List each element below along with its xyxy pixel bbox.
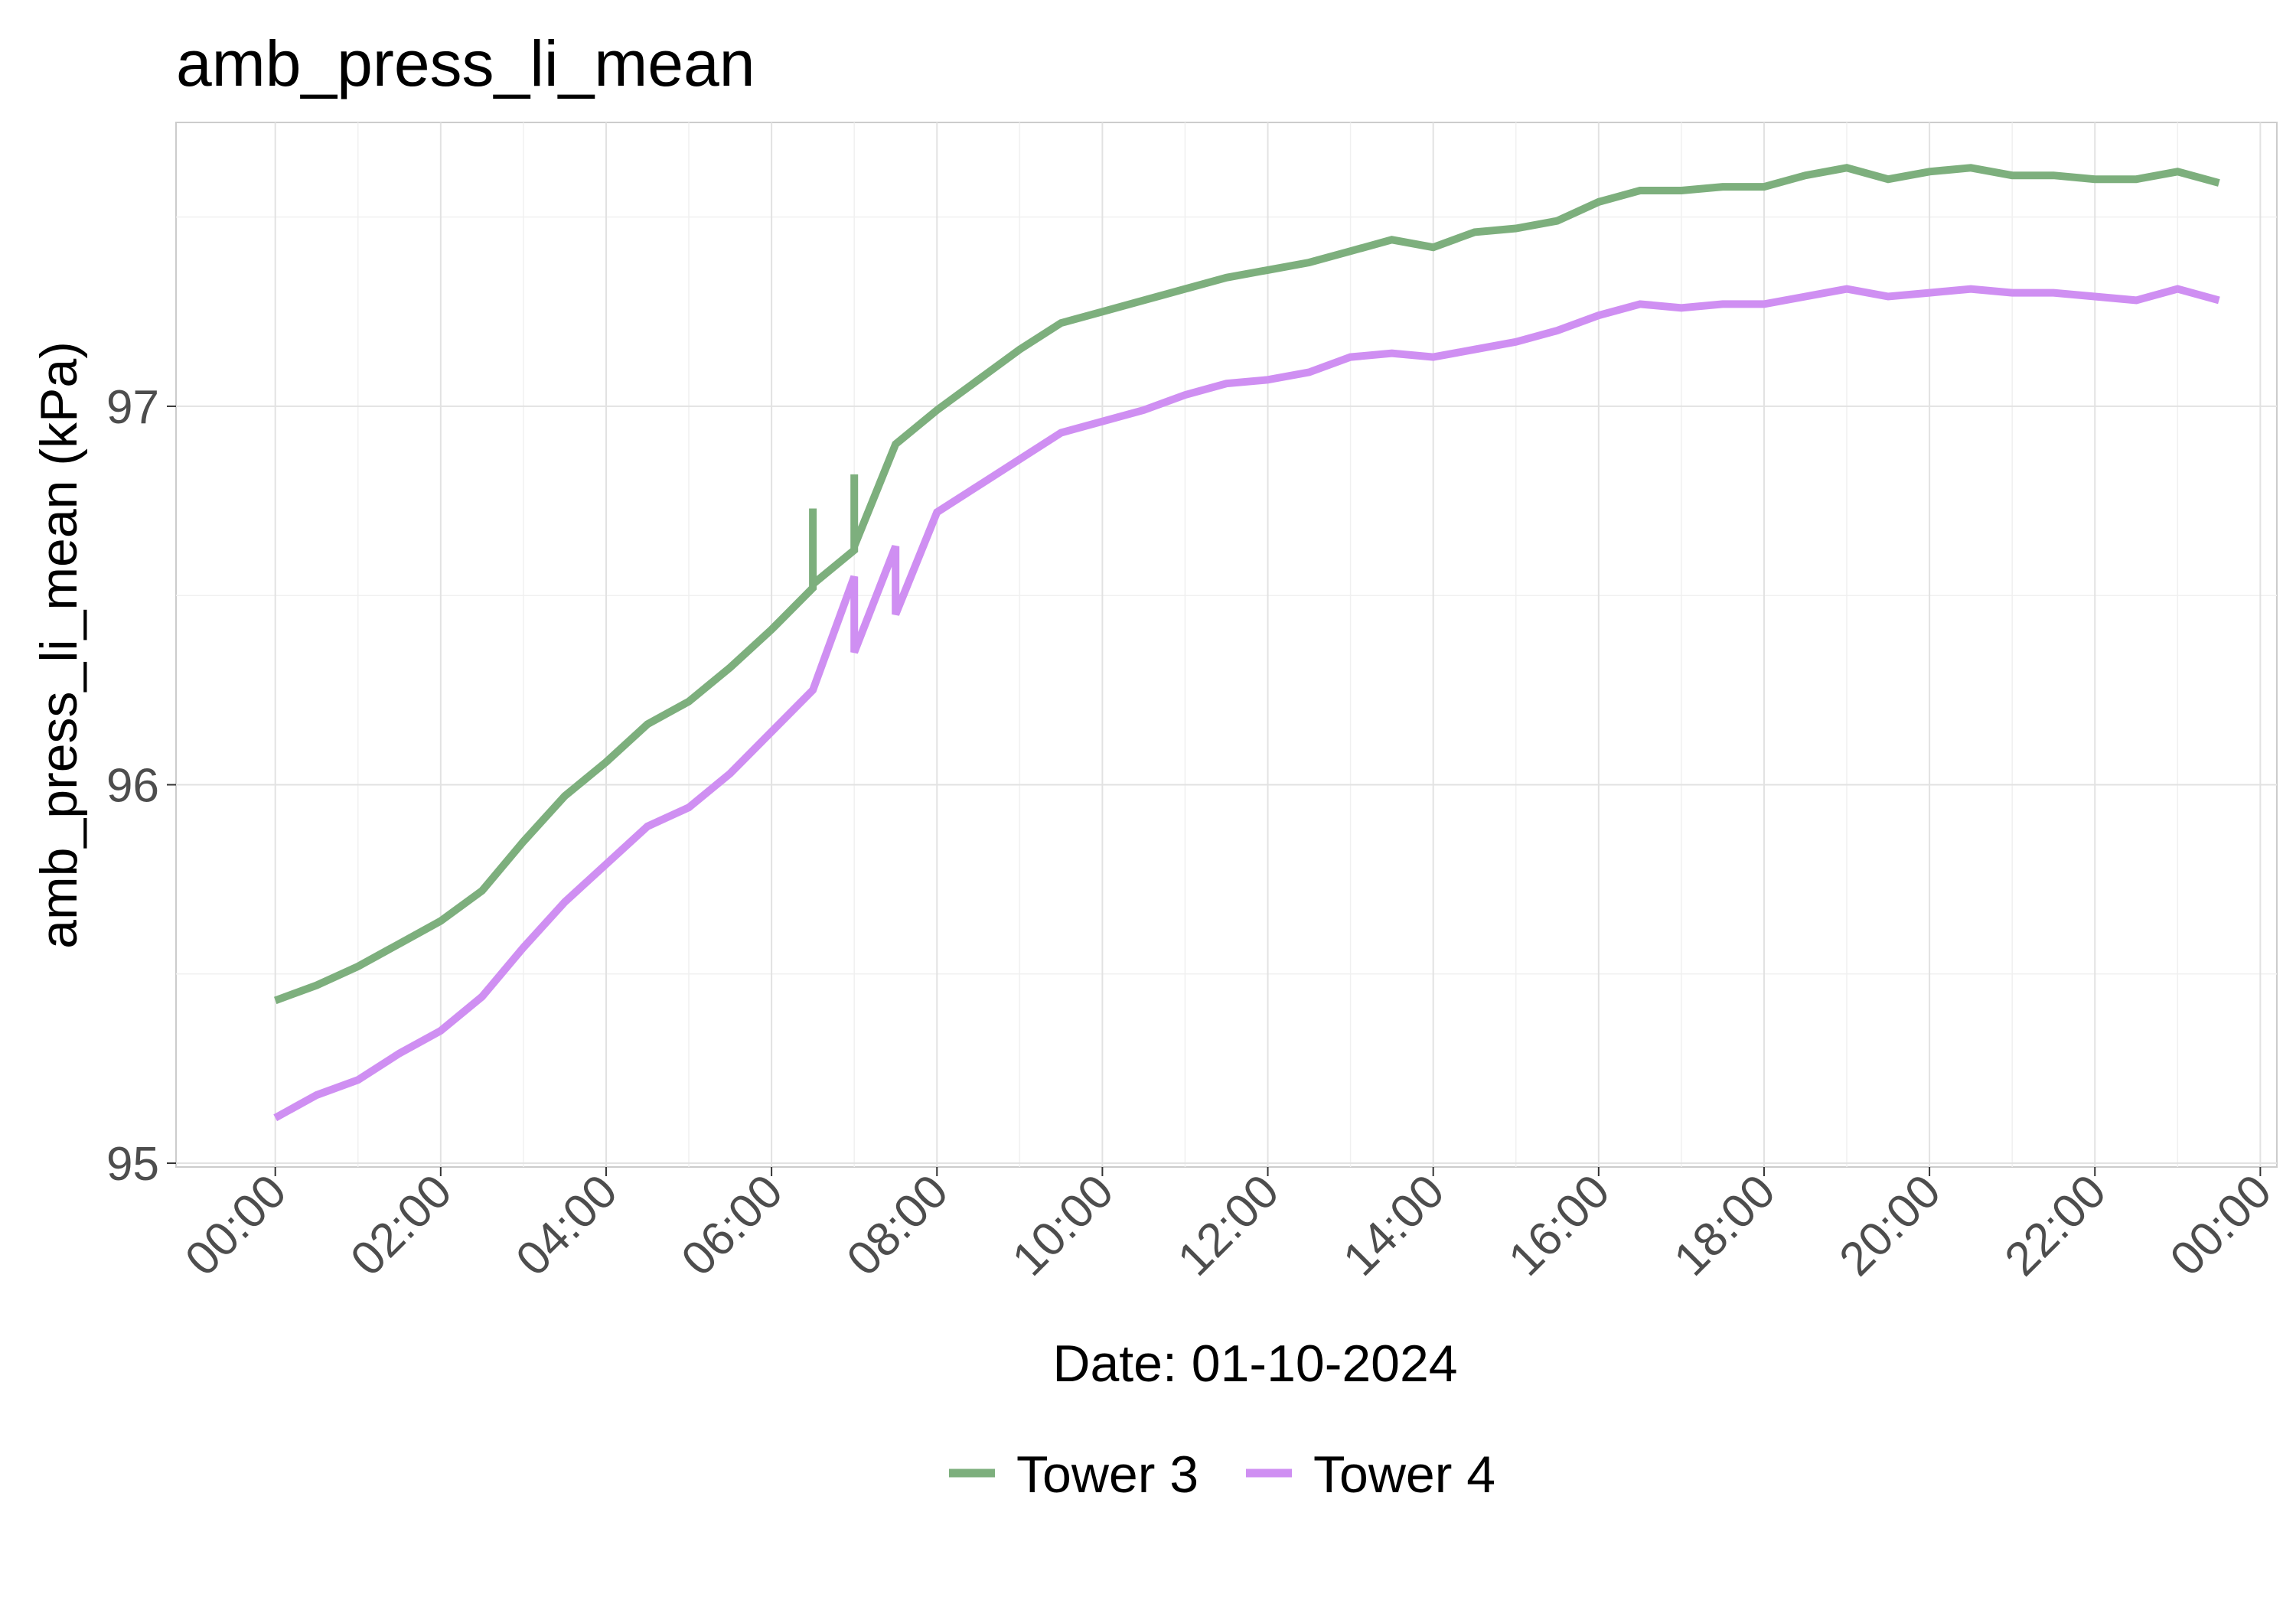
chart-title: amb_press_li_mean	[176, 28, 755, 99]
y-axis: 95 96 97	[106, 381, 176, 1191]
x-tick-label: 06:00	[672, 1165, 794, 1286]
x-tick-label: 20:00	[1829, 1165, 1951, 1286]
x-tick-label: 18:00	[1664, 1165, 1786, 1286]
x-tick-label: 08:00	[837, 1165, 959, 1286]
x-tick-label: 04:00	[506, 1165, 628, 1286]
y-tick-label: 96	[106, 759, 159, 812]
x-tick-label: 22:00	[1995, 1165, 2117, 1286]
series-layer	[273, 164, 2220, 1122]
x-axis: 00:00 02:00 04:00 06:00 08:00 10:00 12:00 14:00…	[175, 1165, 2281, 1286]
y-tick-label: 97	[106, 381, 159, 434]
x-tick-label: 14:00	[1333, 1165, 1455, 1286]
legend-label-tower-4: Tower 4	[1313, 1446, 1495, 1504]
y-axis-title: amb_press_li_mean (kPa)	[30, 341, 88, 949]
x-tick-label: 12:00	[1168, 1165, 1290, 1286]
series-line-tower-4	[273, 285, 2220, 1122]
x-tick-label: 00:00	[2161, 1165, 2282, 1286]
major-gridlines	[176, 122, 2277, 1167]
x-tick-label: 00:00	[175, 1165, 297, 1286]
x-tick-label: 02:00	[341, 1165, 462, 1286]
legend: Tower 3 Tower 4	[949, 1446, 1495, 1504]
minor-gridlines	[176, 122, 2277, 1167]
x-axis-title: Date: 01-10-2024	[1052, 1335, 1457, 1393]
series-line-tower-3	[273, 164, 2220, 1005]
x-tick-label: 10:00	[1003, 1165, 1124, 1286]
legend-label-tower-3: Tower 3	[1016, 1446, 1199, 1504]
x-tick-label: 16:00	[1499, 1165, 1620, 1286]
y-tick-label: 95	[106, 1138, 159, 1191]
